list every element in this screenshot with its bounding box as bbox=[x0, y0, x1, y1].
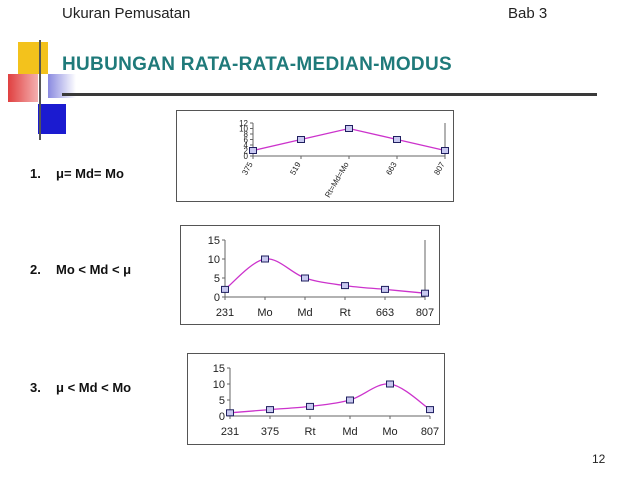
item-text: μ < Md < Mo bbox=[56, 380, 132, 395]
item-text: μ= Md= Mo bbox=[56, 166, 124, 181]
chart-left-skewed: 15 10 5 0 231 375 Rt Md Mo 807 bbox=[187, 353, 445, 445]
y-tick-label: 10 bbox=[239, 124, 248, 133]
x-tick-label: Md bbox=[297, 307, 312, 319]
x-tick-label: 807 bbox=[421, 426, 439, 438]
x-tick-label: Rt bbox=[305, 426, 316, 438]
y-tick-label: 5 bbox=[219, 395, 225, 407]
y-tick-label: 2 bbox=[244, 146, 249, 155]
x-tick-label: Mo bbox=[382, 426, 397, 438]
chart-svg: 15 10 5 0 231 Mo Md Rt 663 807 bbox=[208, 235, 434, 319]
y-tick-label: 0 bbox=[244, 152, 249, 161]
y-tick-label: 15 bbox=[213, 363, 225, 375]
header-left-title: Ukuran Pemusatan bbox=[62, 5, 191, 22]
x-tick-label: 231 bbox=[216, 307, 234, 319]
x-tick-label: Md bbox=[342, 426, 357, 438]
title-underline bbox=[62, 93, 597, 96]
x-tick-label: 807 bbox=[432, 160, 447, 177]
y-tick-label: 0 bbox=[219, 411, 225, 423]
relation-item-2: 2. Mo < Md < μ bbox=[30, 262, 131, 277]
decor-red-square bbox=[8, 74, 38, 102]
x-tick-label: 519 bbox=[288, 160, 303, 177]
x-tick-label: 375 bbox=[261, 426, 279, 438]
data-point bbox=[426, 406, 434, 414]
data-point bbox=[421, 289, 429, 297]
y-tick-label: 4 bbox=[244, 141, 249, 150]
slide-title: HUBUNGAN RATA-RATA-MEDIAN-MODUS bbox=[62, 54, 452, 75]
y-tick-label: 10 bbox=[208, 254, 220, 266]
chart-right-skewed: 15 10 5 0 231 Mo Md Rt 663 807 bbox=[180, 225, 440, 325]
page-number: 12 bbox=[592, 452, 606, 466]
y-tick-label: 12 bbox=[239, 119, 248, 128]
relation-item-1: 1. μ= Md= Mo bbox=[30, 166, 124, 181]
data-point bbox=[266, 406, 274, 414]
data-point bbox=[441, 147, 449, 154]
item-number: 3. bbox=[30, 380, 41, 395]
item-text: Mo < Md < μ bbox=[56, 262, 132, 277]
data-point bbox=[297, 136, 305, 143]
x-tick-label: 231 bbox=[221, 426, 239, 438]
data-point bbox=[341, 282, 349, 290]
data-point bbox=[393, 136, 401, 143]
y-tick-label: 5 bbox=[214, 273, 220, 285]
y-tick-label: 15 bbox=[208, 235, 220, 247]
data-point bbox=[381, 285, 389, 293]
data-point bbox=[346, 396, 354, 404]
y-tick-label: 6 bbox=[244, 135, 249, 144]
item-number: 1. bbox=[30, 166, 41, 181]
data-point bbox=[386, 380, 394, 388]
x-tick-label: Mo bbox=[257, 307, 272, 319]
x-tick-label: 663 bbox=[376, 307, 394, 319]
data-point bbox=[221, 285, 229, 293]
relation-item-3: 3. μ < Md < Mo bbox=[30, 380, 131, 395]
item-number: 2. bbox=[30, 262, 41, 277]
data-point bbox=[301, 274, 309, 282]
data-point bbox=[261, 255, 269, 263]
x-tick-label: 663 bbox=[384, 160, 399, 177]
data-point bbox=[249, 147, 257, 154]
x-tick-label: 807 bbox=[416, 307, 434, 319]
series-line bbox=[229, 383, 431, 414]
data-point bbox=[226, 409, 234, 417]
y-tick-label: 8 bbox=[244, 130, 249, 139]
data-point bbox=[306, 402, 314, 410]
chart-svg: 15 10 5 0 231 375 Rt Md Mo 807 bbox=[213, 363, 439, 438]
y-tick-label: 0 bbox=[214, 292, 220, 304]
decor-yellow-square bbox=[18, 42, 48, 74]
x-tick-label: Rt=Md=Mo bbox=[323, 160, 351, 199]
decor-vertical-line bbox=[39, 40, 41, 140]
header-chapter: Bab 3 bbox=[508, 5, 548, 22]
chart-symmetric: 12 10 8 6 4 2 0 375 519 Rt=Md=Mo 663 807 bbox=[176, 110, 454, 202]
x-tick-label: Rt bbox=[340, 307, 351, 319]
data-point bbox=[345, 125, 353, 132]
decor-blue-square bbox=[38, 104, 66, 134]
y-tick-label: 10 bbox=[213, 379, 225, 391]
series-line bbox=[224, 258, 426, 294]
x-tick-label: 375 bbox=[240, 160, 255, 177]
